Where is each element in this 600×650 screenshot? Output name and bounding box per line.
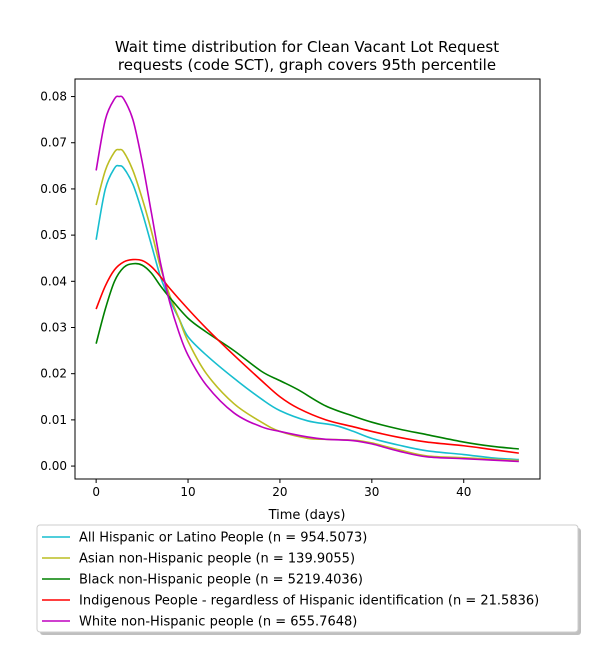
chart-title-line-1: Wait time distribution for Clean Vacant … [115, 38, 499, 56]
x-tick-label: 10 [180, 485, 195, 499]
y-tick-label: 0.07 [40, 136, 67, 150]
series-line-2 [95, 148, 519, 462]
y-tick-label: 0.04 [40, 274, 67, 288]
legend-label-1: All Hispanic or Latino People (n = 954.5… [79, 531, 367, 546]
x-tick-label: 0 [92, 485, 100, 499]
series-lines [95, 95, 519, 463]
y-axis-ticks: 0.00 0.01 0.02 0.03 0.04 0.05 0.06 0.07 0.08 [40, 90, 75, 473]
y-tick-label: 0.02 [40, 367, 67, 381]
y-tick-label: 0.03 [40, 320, 67, 334]
plot-area-frame [74, 78, 541, 480]
chart-title-line-2: requests (code SCT), graph covers 95th p… [118, 56, 496, 74]
x-tick-label: 20 [272, 485, 287, 499]
y-tick-label: 0.06 [40, 182, 67, 196]
y-tick-label: 0.00 [40, 459, 67, 473]
x-axis-ticks: 0 10 20 30 40 [92, 479, 471, 499]
legend-box [36, 524, 579, 633]
series-line-4 [95, 258, 519, 454]
legend-label-5: White non-Hispanic people (n = 655.7648) [79, 615, 357, 630]
legend-label-3: Black non-Hispanic people (n = 5219.4036… [79, 573, 363, 588]
x-axis-label: Time (days) [268, 508, 346, 523]
series-line-5 [95, 95, 519, 463]
series-line-3 [95, 262, 519, 450]
legend: All Hispanic or Latino People (n = 954.5… [36, 524, 581, 635]
y-tick-label: 0.08 [40, 90, 67, 104]
y-tick-label: 0.05 [40, 228, 67, 242]
legend-entries: All Hispanic or Latino People (n = 954.5… [42, 531, 539, 630]
x-tick-label: 40 [456, 485, 471, 499]
x-tick-label: 30 [364, 485, 379, 499]
series-line-1 [95, 164, 519, 461]
y-tick-label: 0.01 [40, 413, 67, 427]
legend-label-4: Indigenous People - regardless of Hispan… [79, 594, 539, 609]
legend-label-2: Asian non-Hispanic people (n = 139.9055) [79, 552, 355, 567]
